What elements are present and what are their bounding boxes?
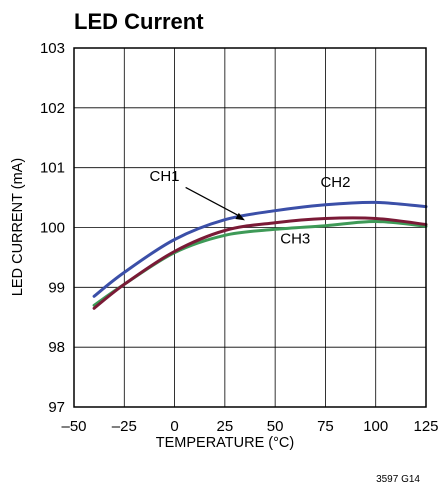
x-tick-labels: –50 –25 0 25 50 75 100 125 <box>61 418 438 435</box>
series-lines <box>92 200 428 310</box>
ch1-leader-arrowhead <box>235 212 245 221</box>
y-tick-label: 102 <box>40 100 65 117</box>
x-tick-label: 100 <box>363 418 388 435</box>
x-axis-label: TEMPERATURE (°C) <box>156 435 294 451</box>
x-tick-label: 50 <box>267 418 284 435</box>
figure-code: 3597 G14 <box>376 474 420 485</box>
series-label-ch2: CH2 <box>320 174 350 191</box>
series-line-ch1 <box>92 216 428 310</box>
x-tick-label: 75 <box>317 418 334 435</box>
grid <box>74 48 426 407</box>
series-labels: CH1 CH2 CH3 <box>150 168 351 248</box>
y-tick-labels: 97 98 99 100 101 102 103 <box>40 40 65 416</box>
x-tick-label: –50 <box>61 418 86 435</box>
x-tick-label: 25 <box>217 418 234 435</box>
x-tick-label: 125 <box>413 418 438 435</box>
ch1-leader-line <box>185 186 240 217</box>
series-line-ch2 <box>92 200 428 298</box>
series-line-ch3 <box>92 219 428 307</box>
y-tick-label: 103 <box>40 40 65 57</box>
series-label-ch1: CH1 <box>150 168 180 185</box>
chart-title: LED Current <box>74 9 204 34</box>
y-tick-label: 97 <box>48 399 65 416</box>
y-tick-label: 98 <box>48 339 65 356</box>
y-tick-label: 99 <box>48 279 65 296</box>
y-axis-label: LED CURRENT (mA) <box>10 158 26 296</box>
series-label-ch3: CH3 <box>280 231 310 248</box>
plot-frame <box>73 47 427 408</box>
x-tick-label: 0 <box>170 418 178 435</box>
y-tick-label: 100 <box>40 220 65 237</box>
y-tick-label: 101 <box>40 160 65 177</box>
x-tick-label: –25 <box>112 418 137 435</box>
